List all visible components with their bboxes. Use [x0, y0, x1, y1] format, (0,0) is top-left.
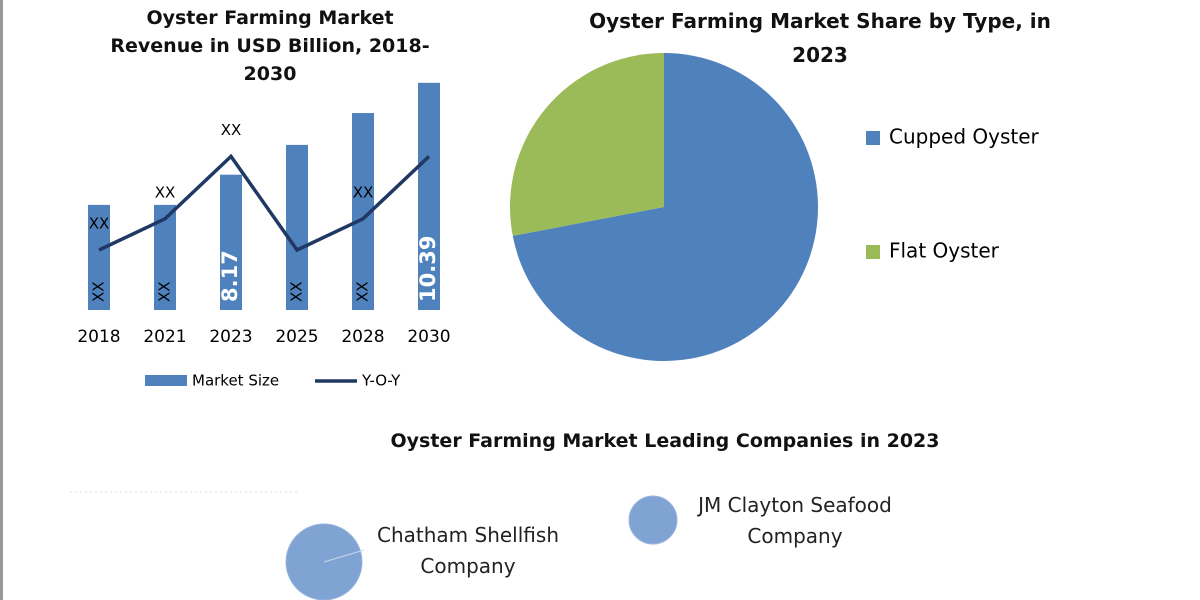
company-label: Chatham Shellfish Company: [377, 523, 559, 578]
bar-value-label: XX: [90, 281, 108, 302]
bar-value-label: 10.39: [416, 236, 440, 302]
legend-label: Cupped Oyster: [889, 125, 1040, 149]
pie-chart-title: Oyster Farming Market Share by Type, in …: [589, 9, 1051, 67]
legend-swatch: [145, 375, 187, 386]
bar-value-label: XX: [288, 281, 306, 302]
bar: [220, 174, 242, 310]
x-tick-label: 2028: [341, 327, 384, 347]
bar: [418, 82, 440, 311]
legend-label: Flat Oyster: [889, 239, 1000, 263]
companies-title: Oyster Farming Market Leading Companies …: [390, 430, 940, 452]
bar-value-label: XX: [354, 281, 372, 302]
bar-value-label: XX: [156, 281, 174, 302]
legend-swatch: [866, 245, 880, 259]
legend-swatch: [866, 131, 880, 145]
x-tick-label: 2025: [275, 327, 318, 347]
pie-slice: [510, 53, 664, 236]
company-label: JM Clayton Seafood Company: [698, 493, 892, 548]
company-bubble: [628, 495, 678, 545]
legend-label: Y-O-Y: [361, 372, 401, 390]
frame-edge: [0, 0, 3, 600]
line-value-label: XX: [155, 183, 176, 201]
bar: [286, 144, 308, 310]
legend-label: Market Size: [192, 372, 279, 390]
line-series: [98, 153, 431, 253]
bar-chart-title: Oyster Farming Market Revenue in USD Bil…: [110, 7, 430, 85]
pie-slice: [512, 53, 819, 361]
line-value-label: XX: [221, 121, 242, 139]
line-value-label: XX: [89, 215, 110, 233]
leader-line: [323, 549, 365, 563]
x-tick-label: 2023: [209, 327, 252, 347]
bar: [88, 204, 110, 310]
bar: [352, 113, 374, 310]
line-value-label: XX: [353, 183, 374, 201]
x-tick-label: 2021: [143, 327, 186, 347]
x-tick-label: 2018: [77, 327, 120, 347]
x-tick-label: 2030: [407, 327, 450, 347]
bar-value-label: 8.17: [218, 250, 242, 302]
bar: [154, 204, 176, 310]
